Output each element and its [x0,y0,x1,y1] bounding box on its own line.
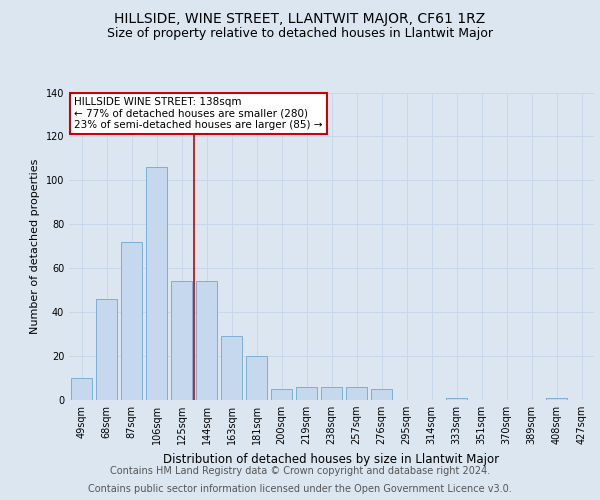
Text: HILLSIDE WINE STREET: 138sqm
← 77% of detached houses are smaller (280)
23% of s: HILLSIDE WINE STREET: 138sqm ← 77% of de… [74,97,323,130]
Bar [121,242,142,400]
Bar [221,336,242,400]
Bar [196,282,217,400]
Text: Contains HM Land Registry data © Crown copyright and database right 2024.: Contains HM Land Registry data © Crown c… [110,466,490,476]
Bar [71,378,92,400]
Y-axis label: Number of detached properties: Number of detached properties [30,158,40,334]
X-axis label: Distribution of detached houses by size in Llantwit Major: Distribution of detached houses by size … [163,452,500,466]
Bar [546,398,567,400]
Bar [271,389,292,400]
Bar [146,167,167,400]
Bar [346,387,367,400]
Bar [96,299,117,400]
Bar [246,356,267,400]
Bar [171,282,192,400]
Bar [371,389,392,400]
Text: Contains public sector information licensed under the Open Government Licence v3: Contains public sector information licen… [88,484,512,494]
Text: Size of property relative to detached houses in Llantwit Major: Size of property relative to detached ho… [107,28,493,40]
Bar [296,387,317,400]
Text: HILLSIDE, WINE STREET, LLANTWIT MAJOR, CF61 1RZ: HILLSIDE, WINE STREET, LLANTWIT MAJOR, C… [115,12,485,26]
Bar [446,398,467,400]
Bar [321,387,342,400]
